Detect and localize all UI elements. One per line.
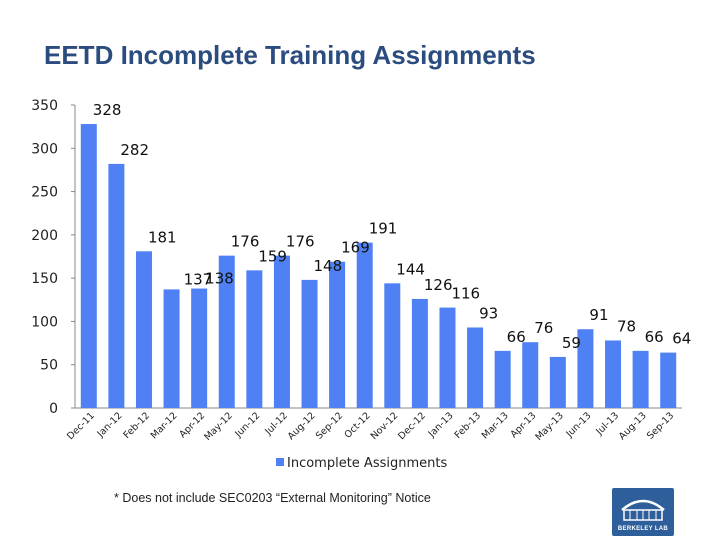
bar xyxy=(329,261,346,408)
data-label: 93 xyxy=(479,304,498,322)
bar xyxy=(577,329,594,408)
data-label: 148 xyxy=(314,257,343,275)
bar xyxy=(108,163,125,408)
data-label: 328 xyxy=(93,101,122,119)
category-label: Jan-13 xyxy=(426,410,456,440)
category-label: Jan-12 xyxy=(95,410,125,440)
category-label: Aug-13 xyxy=(617,410,649,442)
category-label: Aug-12 xyxy=(286,410,318,442)
bars-group xyxy=(80,124,677,408)
data-label: 116 xyxy=(451,285,480,303)
data-label: 66 xyxy=(507,328,526,346)
y-axis-ticks: 0 50 100 150 200 250 300 350 xyxy=(31,98,75,417)
bar xyxy=(522,342,539,408)
category-label: Dec-12 xyxy=(396,410,428,442)
y-tick-label: 200 xyxy=(31,228,58,244)
bar xyxy=(246,270,263,408)
y-tick-label: 150 xyxy=(31,271,58,287)
data-label: 138 xyxy=(205,270,234,288)
data-label: 126 xyxy=(424,276,453,294)
bar xyxy=(218,255,235,408)
bar xyxy=(632,350,649,408)
category-label: Mar-12 xyxy=(149,410,180,441)
y-tick-label: 350 xyxy=(31,98,58,114)
building-icon xyxy=(621,499,665,521)
data-label: 191 xyxy=(369,220,398,238)
category-label: Sep-13 xyxy=(645,410,676,441)
data-label: 282 xyxy=(120,141,149,159)
category-label: Feb-12 xyxy=(121,410,152,441)
category-label: May-13 xyxy=(533,410,566,443)
category-label: May-12 xyxy=(202,410,235,443)
data-label: 78 xyxy=(617,317,636,335)
category-label: Feb-13 xyxy=(453,410,484,441)
bar xyxy=(439,307,456,408)
category-label: Jun-12 xyxy=(232,410,262,440)
bar xyxy=(273,255,290,408)
data-label: 137 xyxy=(184,270,213,288)
data-label: 64 xyxy=(672,330,691,348)
bar xyxy=(494,350,511,408)
data-label: 59 xyxy=(562,334,581,352)
bar xyxy=(605,340,622,408)
data-label: 76 xyxy=(534,319,553,337)
legend: Incomplete Assignments xyxy=(276,456,447,471)
y-tick-label: 50 xyxy=(40,358,58,374)
bar xyxy=(467,327,484,408)
bar xyxy=(356,242,373,408)
bar xyxy=(660,352,677,408)
bar xyxy=(411,298,428,408)
bar xyxy=(80,124,97,408)
data-label: 159 xyxy=(258,247,287,265)
category-labels-group: Dec-11Jan-12Feb-12Mar-12Apr-12May-12Jun-… xyxy=(65,410,676,443)
bar xyxy=(191,288,208,408)
y-tick-label: 0 xyxy=(49,401,58,417)
y-tick-label: 300 xyxy=(31,141,58,157)
bar xyxy=(549,356,566,408)
category-label: Mar-13 xyxy=(480,410,511,441)
category-label: Sep-12 xyxy=(314,410,345,441)
category-label: Oct-12 xyxy=(342,410,372,440)
data-label: 169 xyxy=(341,239,370,257)
data-label: 176 xyxy=(286,233,315,251)
data-label: 91 xyxy=(589,306,608,324)
bar xyxy=(163,289,180,408)
logo-text: BERKELEY LAB xyxy=(617,526,669,532)
data-label: 144 xyxy=(396,260,425,278)
legend-label: Incomplete Assignments xyxy=(287,456,447,471)
bar xyxy=(301,279,318,408)
footnote: * Does not include SEC0203 “External Mon… xyxy=(114,491,431,505)
slide-title: EETD Incomplete Training Assignments xyxy=(44,40,536,70)
data-label: 181 xyxy=(148,228,177,246)
bar xyxy=(135,251,152,408)
bar xyxy=(384,283,401,408)
legend-swatch xyxy=(276,458,284,466)
data-label: 176 xyxy=(231,233,260,251)
category-label: Dec-11 xyxy=(65,410,97,442)
category-label: Jun-13 xyxy=(564,410,594,440)
data-label: 66 xyxy=(645,328,664,346)
y-tick-label: 100 xyxy=(31,314,58,330)
y-tick-label: 250 xyxy=(31,185,58,201)
berkeley-lab-logo: BERKELEY LAB xyxy=(612,488,674,536)
category-label: Nov-12 xyxy=(369,410,401,442)
